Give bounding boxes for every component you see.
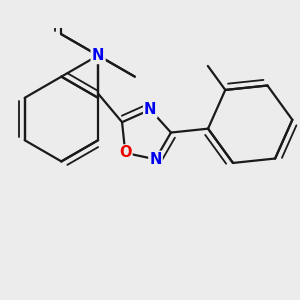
Text: O: O — [92, 48, 104, 63]
Text: N: N — [144, 102, 157, 117]
Text: N: N — [92, 48, 104, 63]
Text: N: N — [149, 152, 162, 167]
Text: O: O — [119, 146, 131, 160]
